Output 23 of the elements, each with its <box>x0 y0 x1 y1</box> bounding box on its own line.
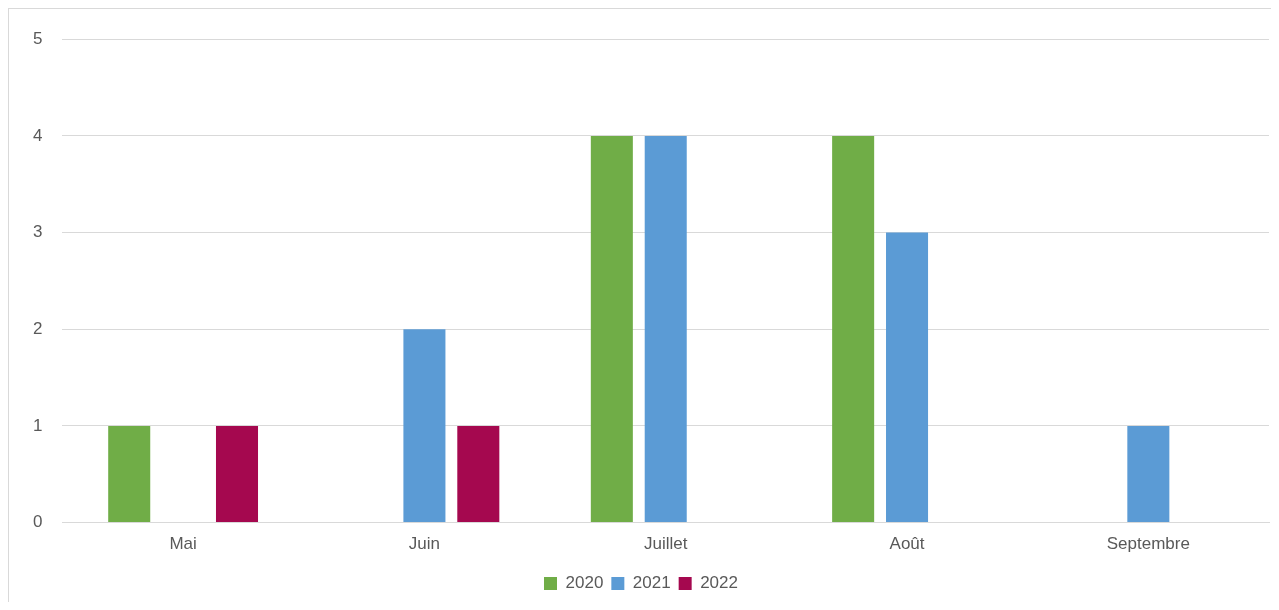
bar <box>886 232 929 523</box>
bar <box>108 425 151 523</box>
y-tick-label: 5 <box>32 28 43 48</box>
y-tick-label: 2 <box>32 318 43 338</box>
y-tick-label: 0 <box>32 512 43 532</box>
y-tick-label: 1 <box>32 415 43 435</box>
x-tick-label: Mai <box>169 534 197 554</box>
y-tick-label: 4 <box>32 125 43 145</box>
bar <box>590 135 633 523</box>
x-tick-label: Juillet <box>643 534 688 554</box>
x-tick-label: Septembre <box>1106 534 1190 554</box>
bar <box>215 425 259 523</box>
bar <box>1127 425 1170 523</box>
bar <box>644 135 687 523</box>
x-tick-label: Août <box>889 534 925 554</box>
legend-label: 2021 <box>632 573 671 593</box>
legend-label: 2020 <box>565 573 604 593</box>
bar <box>832 135 875 523</box>
x-tick-label: Juin <box>408 534 441 554</box>
bar <box>403 329 446 523</box>
y-tick-label: 3 <box>32 222 43 242</box>
legend-label: 2022 <box>700 573 738 593</box>
bar <box>457 425 500 523</box>
